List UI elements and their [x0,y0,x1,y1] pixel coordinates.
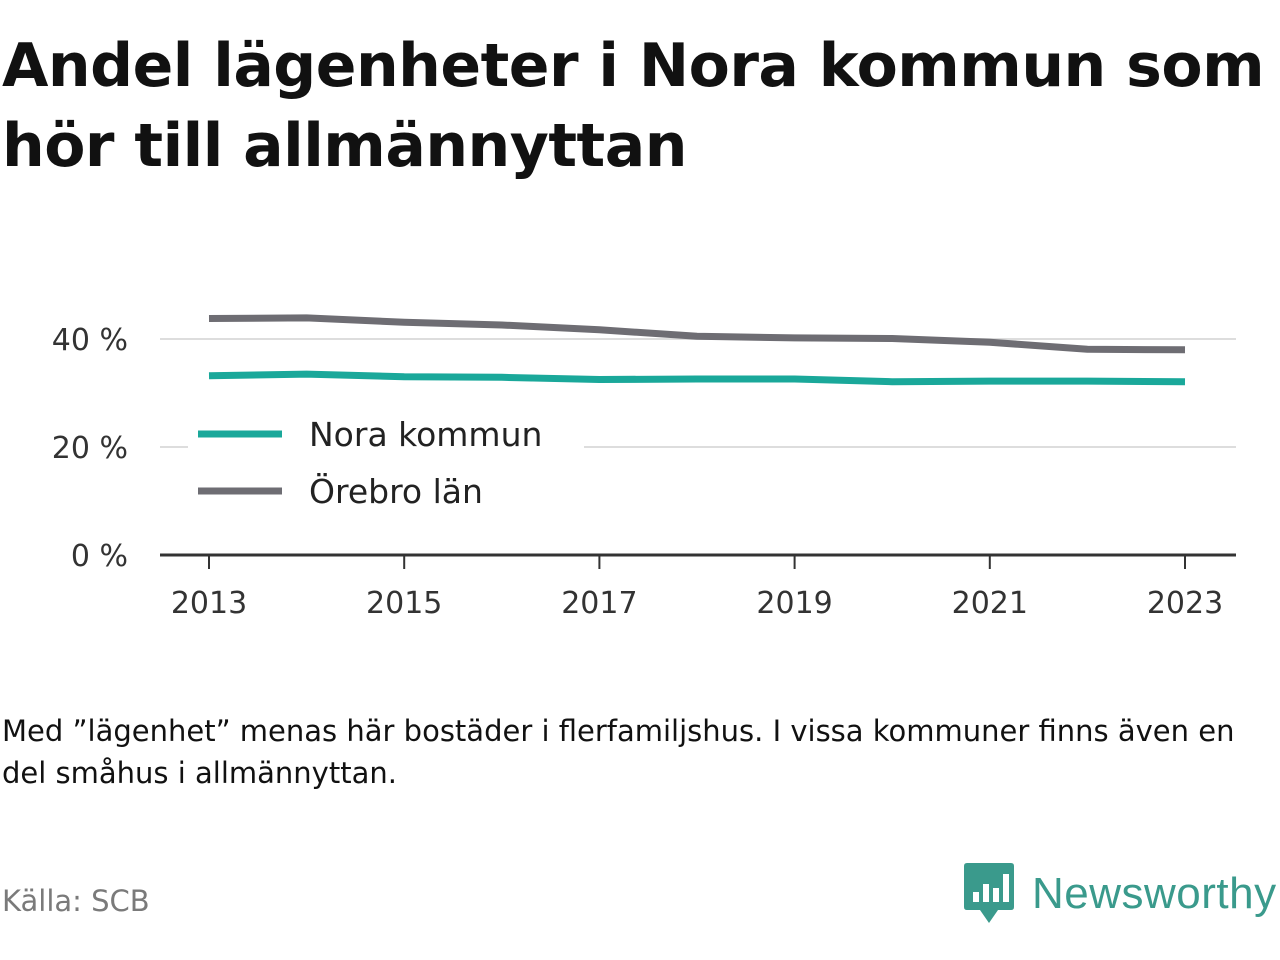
newsworthy-bar-chart-icon [964,863,1014,923]
x-tick-label: 2019 [756,586,832,621]
series-line-nora-kommun [208,370,1186,386]
chart-title: Andel lägenheter i Nora kommun som hör t… [2,31,1265,181]
footnote: Med ”lägenhet” menas här bostäder i fler… [2,714,1235,790]
x-tick-label: 2017 [561,586,637,621]
x-tick-label: 2023 [1147,586,1223,621]
line-chart: 0 % 20 % 40 % 2013 2015 2017 2019 2021 2023 Nora… [52,314,1236,621]
brand-name: Newsworthy [1032,869,1277,918]
series-lines [208,314,1186,386]
x-tick-label: 2015 [366,586,442,621]
legend-background [188,408,584,520]
legend: Nora kommun Örebro län [188,408,584,520]
x-tick-label: 2021 [952,586,1028,621]
x-tick-label: 2013 [171,586,247,621]
y-tick-label: 20 % [52,431,128,466]
legend-label: Nora kommun [309,415,542,454]
y-tick-label: 0 % [71,539,128,574]
series-line-orebro-lan [208,314,1186,354]
y-tick-label: 40 % [52,323,128,358]
legend-label: Örebro län [309,471,483,511]
source-label: Källa: SCB [2,884,150,918]
newsworthy-logo[interactable]: Newsworthy [964,862,1277,926]
axes: 0 % 20 % 40 % 2013 2015 2017 2019 2021 2023 [52,323,1236,621]
